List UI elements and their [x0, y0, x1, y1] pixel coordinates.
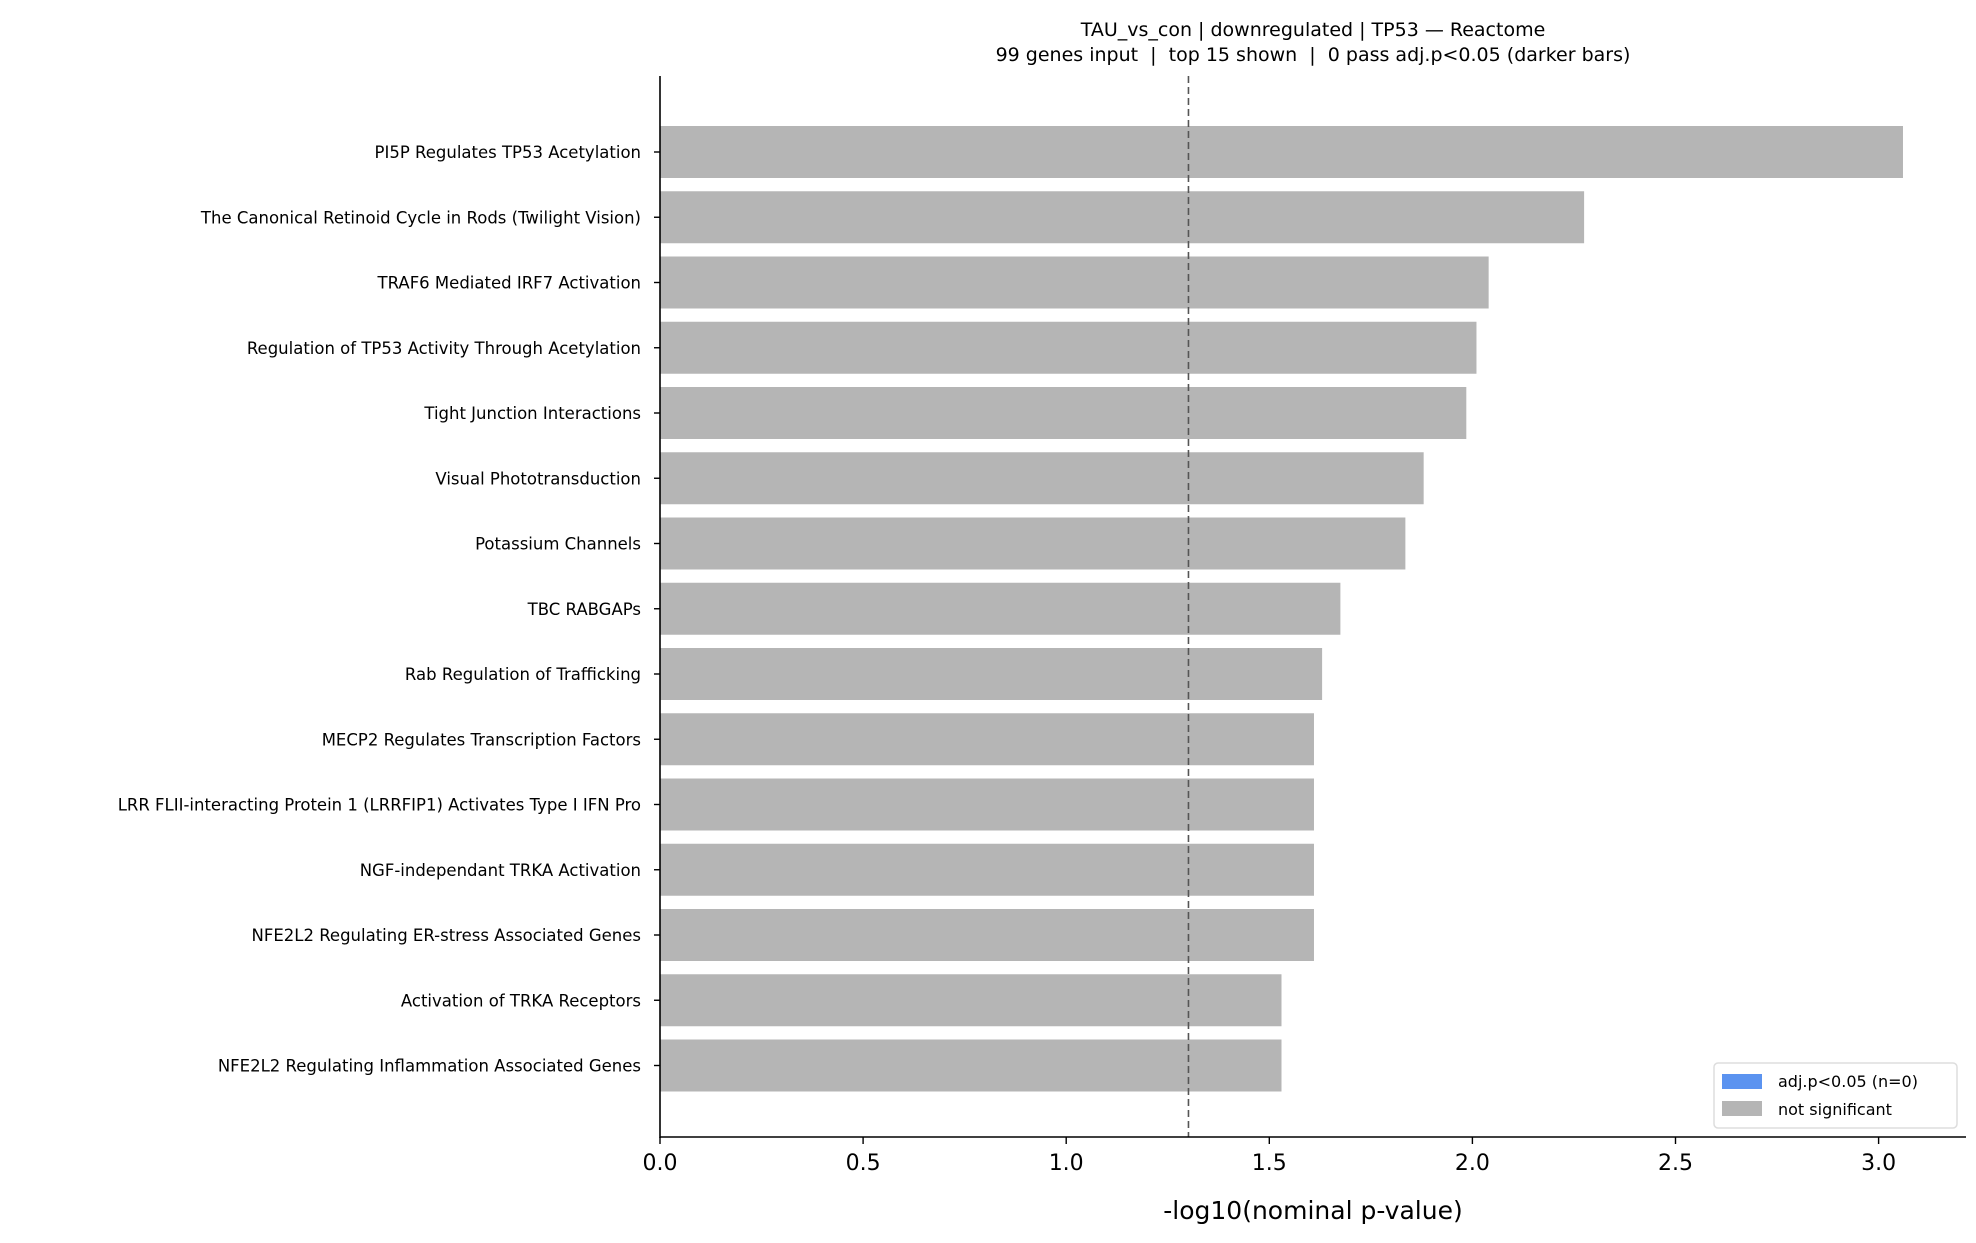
y-tick-label: Visual Phototransduction	[435, 469, 641, 488]
y-tick-label: Activation of TRKA Receptors	[401, 991, 641, 1010]
bar	[660, 909, 1314, 961]
chart-title: TAU_vs_con | downregulated | TP53 — Reac…	[1080, 19, 1546, 41]
bar	[660, 517, 1406, 570]
bars-group	[660, 126, 1903, 1092]
legend-label-not-significant: not significant	[1778, 1100, 1892, 1119]
bar	[660, 387, 1467, 439]
x-tick-label: 0.0	[643, 1151, 678, 1176]
y-tick-label: NFE2L2 Regulating Inflammation Associate…	[218, 1057, 641, 1076]
y-tick-label: NFE2L2 Regulating ER-stress Associated G…	[252, 926, 642, 945]
y-tick-label: Tight Junction Interactions	[423, 404, 641, 423]
legend: adj.p<0.05 (n=0) not significant	[1713, 1062, 1958, 1129]
chart-subtitle: 99 genes input | top 15 shown | 0 pass a…	[996, 44, 1631, 66]
bar	[660, 126, 1903, 178]
x-tick-label: 0.5	[846, 1151, 881, 1176]
bar	[660, 321, 1477, 374]
y-tick-label: MECP2 Regulates Transcription Factors	[322, 730, 641, 749]
bar	[660, 452, 1424, 505]
y-tick-label: Rab Regulation of Trafficking	[405, 665, 641, 684]
x-tick-label: 1.5	[1252, 1151, 1287, 1176]
legend-label-significant: adj.p<0.05 (n=0)	[1778, 1072, 1918, 1091]
bar	[660, 256, 1489, 309]
x-tick-label: 1.0	[1049, 1151, 1084, 1176]
x-axis-label: -log10(nominal p-value)	[1163, 1196, 1462, 1225]
y-tick-label: PI5P Regulates TP53 Acetylation	[375, 143, 642, 162]
bar	[660, 582, 1341, 635]
x-tick-label: 2.5	[1658, 1151, 1693, 1176]
y-tick-label: NGF-independant TRKA Activation	[360, 861, 641, 880]
bar	[660, 713, 1314, 766]
y-tick-labels: PI5P Regulates TP53 Acetylation The Canon…	[118, 143, 660, 1076]
bar	[660, 843, 1314, 896]
y-tick-label: Potassium Channels	[475, 535, 641, 554]
bar	[660, 1039, 1282, 1092]
legend-swatch-significant	[1722, 1074, 1762, 1089]
bar	[660, 778, 1314, 831]
legend-frame	[1713, 1062, 1958, 1129]
bar	[660, 191, 1585, 244]
y-tick-label: TRAF6 Mediated IRF7 Activation	[377, 274, 641, 293]
x-tick-label: 2.0	[1455, 1151, 1490, 1176]
bar	[660, 974, 1282, 1027]
y-tick-label: Regulation of TP53 Activity Through Acet…	[247, 339, 641, 358]
y-tick-label: The Canonical Retinoid Cycle in Rods (Tw…	[200, 208, 641, 227]
x-tick-label: 3.0	[1861, 1151, 1896, 1176]
bar	[660, 648, 1323, 700]
x-ticks: 0.0 0.5 1.0 1.5 2.0 2.5 3.0	[643, 1137, 1896, 1176]
y-tick-label: LRR FLII-interacting Protein 1 (LRRFIP1)…	[118, 796, 641, 815]
y-tick-label: TBC RABGAPs	[527, 600, 641, 619]
legend-swatch-not-significant	[1722, 1101, 1762, 1116]
